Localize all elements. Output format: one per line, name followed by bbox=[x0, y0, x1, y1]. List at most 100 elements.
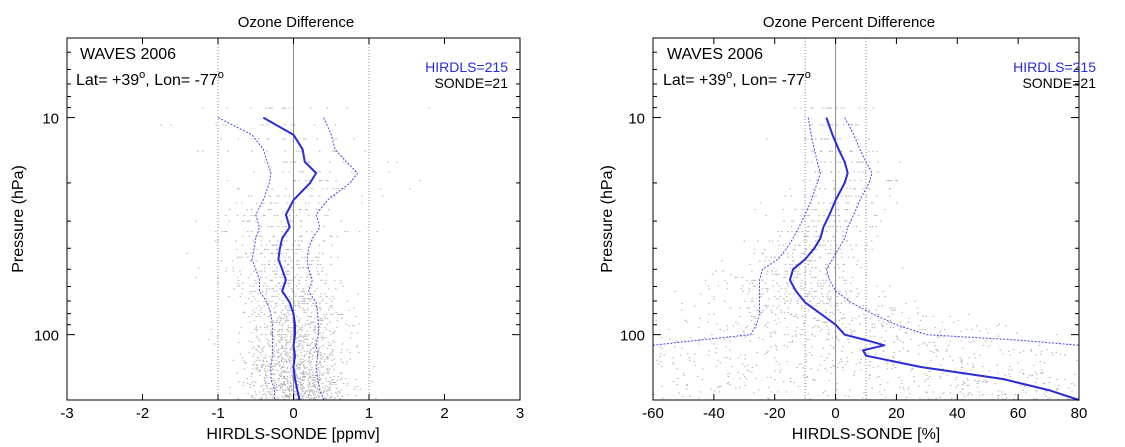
scatter-point bbox=[259, 391, 261, 393]
scatter-point bbox=[908, 386, 910, 388]
scatter-point bbox=[286, 378, 288, 380]
scatter-point bbox=[805, 235, 807, 237]
scatter-point bbox=[715, 365, 718, 367]
scatter-point bbox=[340, 313, 342, 315]
scatter-point bbox=[961, 384, 964, 386]
scatter-point bbox=[312, 376, 314, 378]
scatter-point bbox=[969, 392, 971, 394]
scatter-point bbox=[307, 395, 309, 397]
scatter-point bbox=[330, 397, 332, 399]
scatter-point bbox=[668, 328, 670, 330]
scatter-point bbox=[792, 260, 794, 262]
scatter-point bbox=[306, 330, 308, 332]
scatter-point bbox=[320, 353, 323, 355]
scatter-point bbox=[241, 256, 244, 258]
y-tick-label: 100 bbox=[34, 328, 59, 345]
scatter-point bbox=[320, 319, 322, 321]
scatter-point bbox=[686, 321, 688, 323]
scatter-point bbox=[688, 357, 691, 359]
hirdls-count: HIRDLS=215 bbox=[425, 59, 508, 75]
scatter-point bbox=[296, 378, 298, 380]
scatter-point bbox=[287, 311, 289, 313]
scatter-point bbox=[821, 138, 823, 140]
scatter-point bbox=[920, 319, 922, 321]
scatter-point bbox=[290, 338, 292, 340]
scatter-point bbox=[686, 388, 688, 390]
scatter-point bbox=[260, 124, 262, 126]
scatter-point bbox=[833, 240, 836, 242]
scatter-point bbox=[907, 388, 909, 390]
scatter-point bbox=[319, 180, 321, 182]
scatter-point bbox=[850, 124, 852, 126]
scatter-point bbox=[314, 385, 316, 387]
scatter-point bbox=[317, 355, 319, 357]
scatter-point bbox=[909, 393, 911, 395]
scatter-point bbox=[898, 359, 901, 361]
scatter-point bbox=[277, 370, 279, 372]
scatter-point bbox=[1049, 388, 1051, 390]
scatter-point bbox=[303, 395, 305, 397]
scatter-point bbox=[285, 351, 288, 353]
scatter-point bbox=[275, 344, 277, 346]
scatter-point bbox=[681, 303, 683, 305]
scatter-point bbox=[762, 252, 764, 254]
scatter-point bbox=[972, 363, 974, 365]
scatter-point bbox=[898, 350, 901, 352]
scatter-point bbox=[268, 107, 270, 109]
scatter-point bbox=[276, 350, 278, 352]
scatter-point bbox=[848, 338, 850, 340]
scatter-point bbox=[265, 354, 267, 356]
scatter-point bbox=[285, 396, 288, 398]
scatter-point bbox=[779, 371, 781, 373]
scatter-point bbox=[964, 337, 967, 339]
scatter-point bbox=[277, 378, 279, 380]
scatter-point bbox=[288, 295, 291, 297]
scatter-point bbox=[276, 334, 278, 336]
scatter-point bbox=[268, 260, 270, 262]
scatter-point bbox=[835, 337, 837, 339]
scatter-point bbox=[326, 358, 329, 360]
scatter-point bbox=[265, 290, 268, 292]
scatter-point bbox=[761, 311, 763, 313]
scatter-point bbox=[762, 309, 765, 311]
scatter-point bbox=[751, 279, 753, 281]
scatter-point bbox=[288, 263, 290, 265]
scatter-point bbox=[253, 381, 255, 383]
scatter-point bbox=[789, 188, 791, 190]
scatter-point bbox=[321, 386, 324, 388]
scatter-point bbox=[1013, 398, 1015, 400]
scatter-point bbox=[295, 325, 298, 327]
scatter-point bbox=[719, 328, 721, 330]
scatter-point bbox=[789, 381, 791, 383]
scatter-point bbox=[351, 171, 353, 173]
scatter-point bbox=[890, 309, 893, 311]
scatter-point bbox=[936, 335, 939, 337]
scatter-point bbox=[320, 354, 322, 356]
scatter-point bbox=[291, 321, 294, 323]
scatter-point bbox=[322, 392, 324, 394]
scatter-point bbox=[247, 383, 249, 385]
scatter-point bbox=[845, 293, 848, 295]
scatter-point bbox=[296, 346, 298, 348]
scatter-point bbox=[195, 276, 197, 278]
scatter-point bbox=[357, 385, 359, 387]
scatter-point bbox=[250, 396, 253, 398]
scatter-point bbox=[286, 395, 289, 397]
scatter-point bbox=[319, 263, 322, 265]
scatter-point bbox=[737, 371, 739, 373]
scatter-point bbox=[813, 379, 816, 381]
scatter-point bbox=[248, 220, 250, 222]
scatter-point bbox=[985, 328, 988, 330]
scatter-point bbox=[290, 357, 293, 359]
scatter-point bbox=[280, 386, 283, 388]
scatter-point bbox=[823, 138, 826, 140]
scatter-point bbox=[951, 397, 953, 399]
scatter-point bbox=[256, 335, 258, 337]
scatter-point bbox=[318, 256, 320, 258]
scatter-point bbox=[263, 364, 265, 366]
scatter-point bbox=[236, 248, 238, 250]
scatter-point bbox=[284, 260, 286, 262]
scatter-point bbox=[1058, 384, 1060, 386]
scatter-point bbox=[842, 346, 844, 348]
scatter-point bbox=[331, 150, 334, 152]
